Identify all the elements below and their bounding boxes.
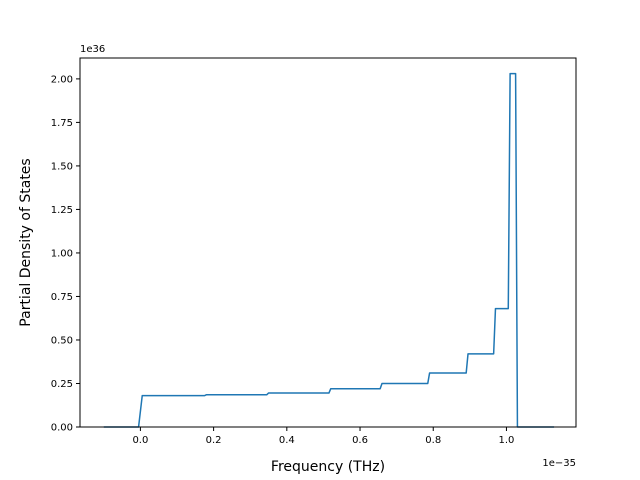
y-tick-label: 1.75 bbox=[51, 118, 73, 129]
y-tick-label: 0.50 bbox=[51, 335, 73, 346]
x-tick-label: 0.2 bbox=[206, 435, 222, 446]
y-tick-label: 0.75 bbox=[51, 292, 73, 303]
y-tick-label: 1.50 bbox=[51, 161, 73, 172]
x-axis-offset-label: 1e−35 bbox=[542, 458, 576, 469]
series-line bbox=[103, 72, 555, 428]
y-tick-label: 0.25 bbox=[51, 379, 73, 390]
y-axis-offset-label: 1e36 bbox=[80, 44, 105, 55]
axes-frame bbox=[79, 57, 577, 428]
x-axis-label: Frequency (THz) bbox=[271, 459, 385, 475]
y-tick-label: 2.00 bbox=[51, 74, 73, 85]
x-tick-label: 0.0 bbox=[132, 435, 148, 446]
x-tick-label: 0.8 bbox=[425, 435, 441, 446]
series-layer bbox=[103, 72, 555, 428]
y-tick-label: 1.25 bbox=[51, 205, 73, 216]
x-tick-label: 0.4 bbox=[279, 435, 295, 446]
ticks: 0.0 0.2 0.4 0.6 0.8 1.0 0.00 0.25 0.50 0.75 1.00 1.… bbox=[51, 74, 515, 446]
y-tick-label: 1.00 bbox=[51, 248, 73, 259]
y-tick-label: 0.00 bbox=[51, 423, 73, 434]
x-tick-label: 0.6 bbox=[352, 435, 368, 446]
x-tick-label: 1.0 bbox=[498, 435, 514, 446]
y-axis-label: Partial Density of States bbox=[18, 158, 34, 326]
